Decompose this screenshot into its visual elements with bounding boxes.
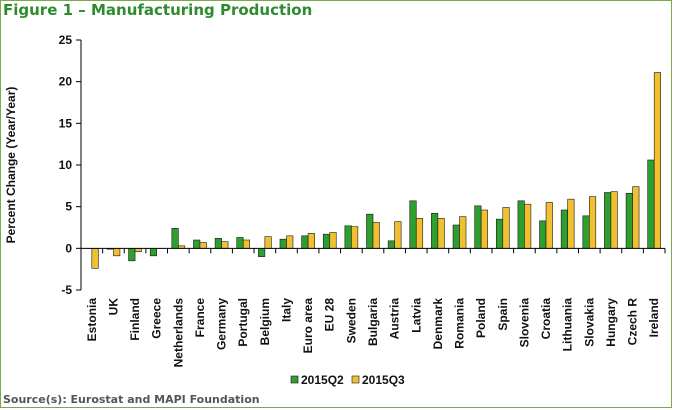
bar-2015Q3 xyxy=(545,202,553,249)
bar-2015Q3 xyxy=(653,72,661,249)
bar-2015Q3 xyxy=(264,236,272,249)
y-tick-label: 10 xyxy=(59,158,73,172)
bar-2015Q3 xyxy=(113,248,121,257)
bar-2015Q3 xyxy=(394,221,402,249)
x-tick-label: Austria xyxy=(388,298,402,340)
bar-2015Q3 xyxy=(286,235,294,249)
bar-2015Q2 xyxy=(517,200,525,249)
bar-2015Q2 xyxy=(409,200,417,249)
legend-swatch xyxy=(351,375,360,384)
bar-2015Q2 xyxy=(604,192,612,249)
bar-2015Q3 xyxy=(610,191,618,249)
y-tick-label: 25 xyxy=(59,33,73,47)
x-tick-label: Bulgaria xyxy=(366,298,380,346)
x-tick-label: Spain xyxy=(496,298,510,331)
x-tick-label: Greece xyxy=(150,298,164,339)
bar-2015Q2 xyxy=(625,193,633,249)
x-tick-label: Italy xyxy=(279,298,293,322)
bar-2015Q2 xyxy=(560,209,568,249)
x-tick-label: Slovakia xyxy=(582,298,596,347)
bar-2015Q2 xyxy=(539,220,547,249)
x-axis-labels: Estonia UK Finland Greece Netherlands France G… xyxy=(85,298,661,368)
x-tick-label: Croatia xyxy=(539,298,553,340)
y-axis-title: Percent Change (Year/Year) xyxy=(4,87,18,244)
bar-2015Q2 xyxy=(474,205,482,249)
bar-2015Q2 xyxy=(193,239,201,249)
x-tick-label: Sweden xyxy=(344,298,358,343)
bar-2015Q3 xyxy=(588,196,597,249)
legend: 2015Q2 2015Q3 xyxy=(290,373,405,387)
bar-2015Q3 xyxy=(91,248,99,269)
legend-swatch xyxy=(290,375,299,384)
bar-2015Q3 xyxy=(329,232,337,249)
bar-2015Q2 xyxy=(149,248,157,257)
legend-label: 2015Q2 xyxy=(301,373,344,387)
bar-2015Q3 xyxy=(199,242,207,249)
x-tick-label: Slovenia xyxy=(517,298,531,348)
bar-2015Q3 xyxy=(415,218,424,249)
x-tick-label: France xyxy=(193,298,207,338)
bar-2015Q3 xyxy=(524,203,532,249)
y-tick-label: 20 xyxy=(59,75,73,89)
bar-2015Q3 xyxy=(437,218,445,249)
bar-2015Q3 xyxy=(502,207,510,249)
bar-2015Q3 xyxy=(221,241,229,249)
x-tick-label: Germany xyxy=(215,298,229,350)
bar-2015Q3 xyxy=(242,239,251,249)
bar-2015Q2 xyxy=(452,224,460,249)
x-tick-label: Latvia xyxy=(409,298,423,333)
bar-2015Q2 xyxy=(647,159,655,249)
x-tick-label: Ireland xyxy=(647,298,661,337)
x-tick-label: Belgium xyxy=(258,298,272,345)
bar-2015Q2 xyxy=(214,238,222,249)
bar-2015Q2 xyxy=(128,248,136,262)
x-tick-label: Estonia xyxy=(85,298,99,342)
bar-2015Q3 xyxy=(480,209,488,249)
bar-2015Q3 xyxy=(351,226,359,249)
x-tick-label: UK xyxy=(106,298,120,316)
x-tick-label: Lithuania xyxy=(561,298,575,352)
x-tick-label: EU 28 xyxy=(323,298,337,332)
bar-2015Q3 xyxy=(632,186,640,249)
y-tick-label: 5 xyxy=(65,200,72,214)
bar-2015Q2 xyxy=(344,225,352,249)
x-tick-label: Poland xyxy=(474,298,488,338)
x-tick-label: Denmark xyxy=(431,298,445,350)
x-tick-label: Hungary xyxy=(604,298,618,347)
y-axis-ticks: 25 20 15 10 5 0 -5 xyxy=(59,33,81,297)
bar-2015Q2 xyxy=(171,228,179,249)
bar-2015Q2 xyxy=(322,233,331,249)
y-tick-label: 0 xyxy=(65,241,72,255)
bar-2015Q2 xyxy=(495,218,504,249)
x-tick-label: Portugal xyxy=(236,298,250,347)
x-tick-label: Euro area xyxy=(301,298,315,354)
bar-2015Q3 xyxy=(567,198,575,249)
bar-2015Q2 xyxy=(366,213,374,249)
bar-2015Q3 xyxy=(459,216,467,249)
x-tick-label: Finland xyxy=(128,298,142,341)
bar-2015Q2 xyxy=(258,248,266,257)
x-tick-label: Netherlands xyxy=(171,298,185,368)
x-tick-label: Romania xyxy=(453,298,467,349)
figure-title: Figure 1 – Manufacturing Production xyxy=(3,1,313,19)
y-tick-label: -5 xyxy=(61,283,72,297)
bar-2015Q3 xyxy=(307,233,315,249)
y-tick-label: 15 xyxy=(59,116,73,130)
bar-2015Q2 xyxy=(301,235,309,249)
source-note: Source(s): Eurostat and MAPI Foundation xyxy=(3,393,260,406)
axes xyxy=(80,40,666,290)
bar-2015Q2 xyxy=(279,238,287,249)
bars xyxy=(85,72,661,269)
bar-2015Q2 xyxy=(431,213,439,249)
bar-2015Q2 xyxy=(387,240,395,249)
x-tick-label: Czech R xyxy=(626,298,640,346)
bar-2015Q2 xyxy=(236,237,244,249)
bar-2015Q2 xyxy=(582,215,590,249)
bar-2015Q3 xyxy=(372,222,380,249)
legend-label: 2015Q3 xyxy=(362,373,405,387)
